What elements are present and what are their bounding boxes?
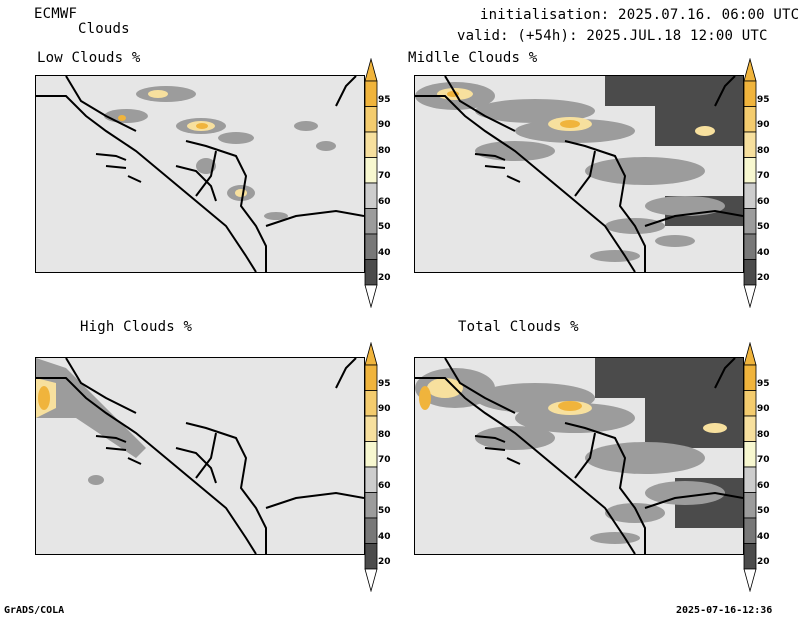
software-credit: GrADS/COLA: [4, 605, 65, 616]
colorbar-segment: [743, 517, 757, 544]
colorbar-segment: [743, 182, 757, 209]
colorbar-segment: [743, 415, 757, 442]
colorbar-segment: [364, 131, 378, 158]
colorbar-tick-label: 20: [378, 557, 391, 567]
colorbar-bottom-left: 95 90 80 70 60 50 40 20: [364, 342, 402, 592]
colorbar-segment: [364, 80, 378, 107]
colorbar-segment: [364, 492, 378, 519]
colorbar-tick-label: 70: [378, 171, 391, 181]
colorbar-segment: [364, 441, 378, 468]
colorbar-segment: [364, 543, 378, 570]
colorbar-segment: [364, 157, 378, 184]
panel-title-low-clouds: Low Clouds %: [37, 50, 141, 66]
colorbar-top-arrow: [364, 342, 378, 366]
colorbar-tick-label: 60: [757, 480, 770, 491]
borders: [36, 76, 364, 272]
render-timestamp: 2025-07-16-12:36: [676, 605, 773, 616]
panel-title-high-clouds: High Clouds %: [80, 319, 193, 335]
colorbar-swatches: [364, 342, 378, 592]
model-name: ECMWF: [34, 6, 78, 22]
colorbar-tick-label: 20: [757, 273, 770, 283]
colorbar-segment: [743, 157, 757, 184]
panel-title-total-clouds: Total Clouds %: [458, 319, 579, 335]
colorbar-segment: [743, 131, 757, 158]
colorbar-segment: [743, 106, 757, 133]
colorbar-segment: [364, 390, 378, 417]
colorbar-bottom-arrow: [364, 568, 378, 592]
colorbar-tick-label: 70: [757, 171, 770, 181]
colorbar-tick-label: 50: [378, 222, 391, 232]
colorbar-tick-label: 40: [757, 247, 770, 258]
map-total-clouds: [414, 357, 744, 555]
colorbar-segment: [364, 364, 378, 391]
colorbar-tick-label: 40: [378, 531, 391, 542]
colorbar-tick-label: 60: [378, 480, 391, 491]
colorbar-tick-label: 95: [757, 378, 770, 389]
colorbar-tick-label: 70: [757, 455, 770, 465]
colorbar-tick-label: 95: [378, 378, 391, 389]
colorbar-tick-label: 90: [378, 404, 391, 414]
product-name: Clouds: [78, 21, 130, 37]
colorbar-top-arrow: [364, 58, 378, 82]
colorbar-tick-label: 20: [757, 557, 770, 567]
colorbar-segment: [364, 208, 378, 235]
colorbar-segment: [743, 208, 757, 235]
colorbar-tick-label: 60: [757, 196, 770, 207]
colorbar-tick-label: 60: [378, 196, 391, 207]
colorbar-tick-label: 95: [757, 94, 770, 105]
colorbar-segment: [743, 259, 757, 286]
colorbar-swatches: [364, 58, 378, 308]
colorbar-tick-label: 80: [378, 429, 391, 440]
colorbar-segment: [743, 441, 757, 468]
colorbar-tick-label: 50: [378, 506, 391, 516]
map-middle-clouds: [414, 75, 744, 273]
colorbar-tick-label: 50: [757, 222, 770, 232]
colorbar-tick-label: 20: [378, 273, 391, 283]
colorbar-tick-label: 40: [757, 531, 770, 542]
colorbar-bottom-right: 95 90 80 70 60 50 40 20: [743, 342, 781, 592]
colorbar-tick-label: 90: [378, 120, 391, 130]
colorbar-tick-label: 90: [757, 120, 770, 130]
colorbar-tick-label: 50: [757, 506, 770, 516]
panel-title-middle-clouds: Midlle Clouds %: [408, 50, 538, 66]
colorbar-tick-label: 80: [378, 145, 391, 156]
colorbar-segment: [743, 233, 757, 260]
colorbar-segment: [743, 390, 757, 417]
colorbar-top-arrow: [743, 342, 757, 366]
colorbar-top-arrow: [743, 58, 757, 82]
colorbar-tick-label: 80: [757, 145, 770, 156]
colorbar-segment: [743, 492, 757, 519]
colorbar-bottom-arrow: [743, 568, 757, 592]
initialisation-time: initialisation: 2025.07.16. 06:00 UTC: [480, 7, 800, 23]
map-high-clouds: [35, 357, 365, 555]
colorbar-tick-label: 95: [378, 94, 391, 105]
colorbar-tick-label: 80: [757, 429, 770, 440]
colorbar-tick-label: 90: [757, 404, 770, 414]
valid-time: valid: (+54h): 2025.JUL.18 12:00 UTC: [457, 28, 768, 44]
map-low-clouds: [35, 75, 365, 273]
colorbar-segment: [364, 106, 378, 133]
colorbar-tick-label: 40: [378, 247, 391, 258]
colorbar-top-right: 95 90 80 70 60 50 40 20: [743, 58, 781, 308]
colorbar-segment: [743, 80, 757, 107]
colorbar-segment: [364, 259, 378, 286]
colorbar-segment: [364, 415, 378, 442]
colorbar-segment: [743, 466, 757, 493]
colorbar-swatches: [743, 342, 757, 592]
colorbar-swatches: [743, 58, 757, 308]
colorbar-segment: [364, 233, 378, 260]
colorbar-bottom-arrow: [743, 284, 757, 308]
colorbar-tick-label: 70: [378, 455, 391, 465]
colorbar-segment: [364, 517, 378, 544]
colorbar-segment: [364, 466, 378, 493]
colorbar-segment: [743, 364, 757, 391]
colorbar-top-left: 95 90 80 70 60 50 40 20: [364, 58, 402, 308]
colorbar-segment: [364, 182, 378, 209]
colorbar-bottom-arrow: [364, 284, 378, 308]
colorbar-segment: [743, 543, 757, 570]
